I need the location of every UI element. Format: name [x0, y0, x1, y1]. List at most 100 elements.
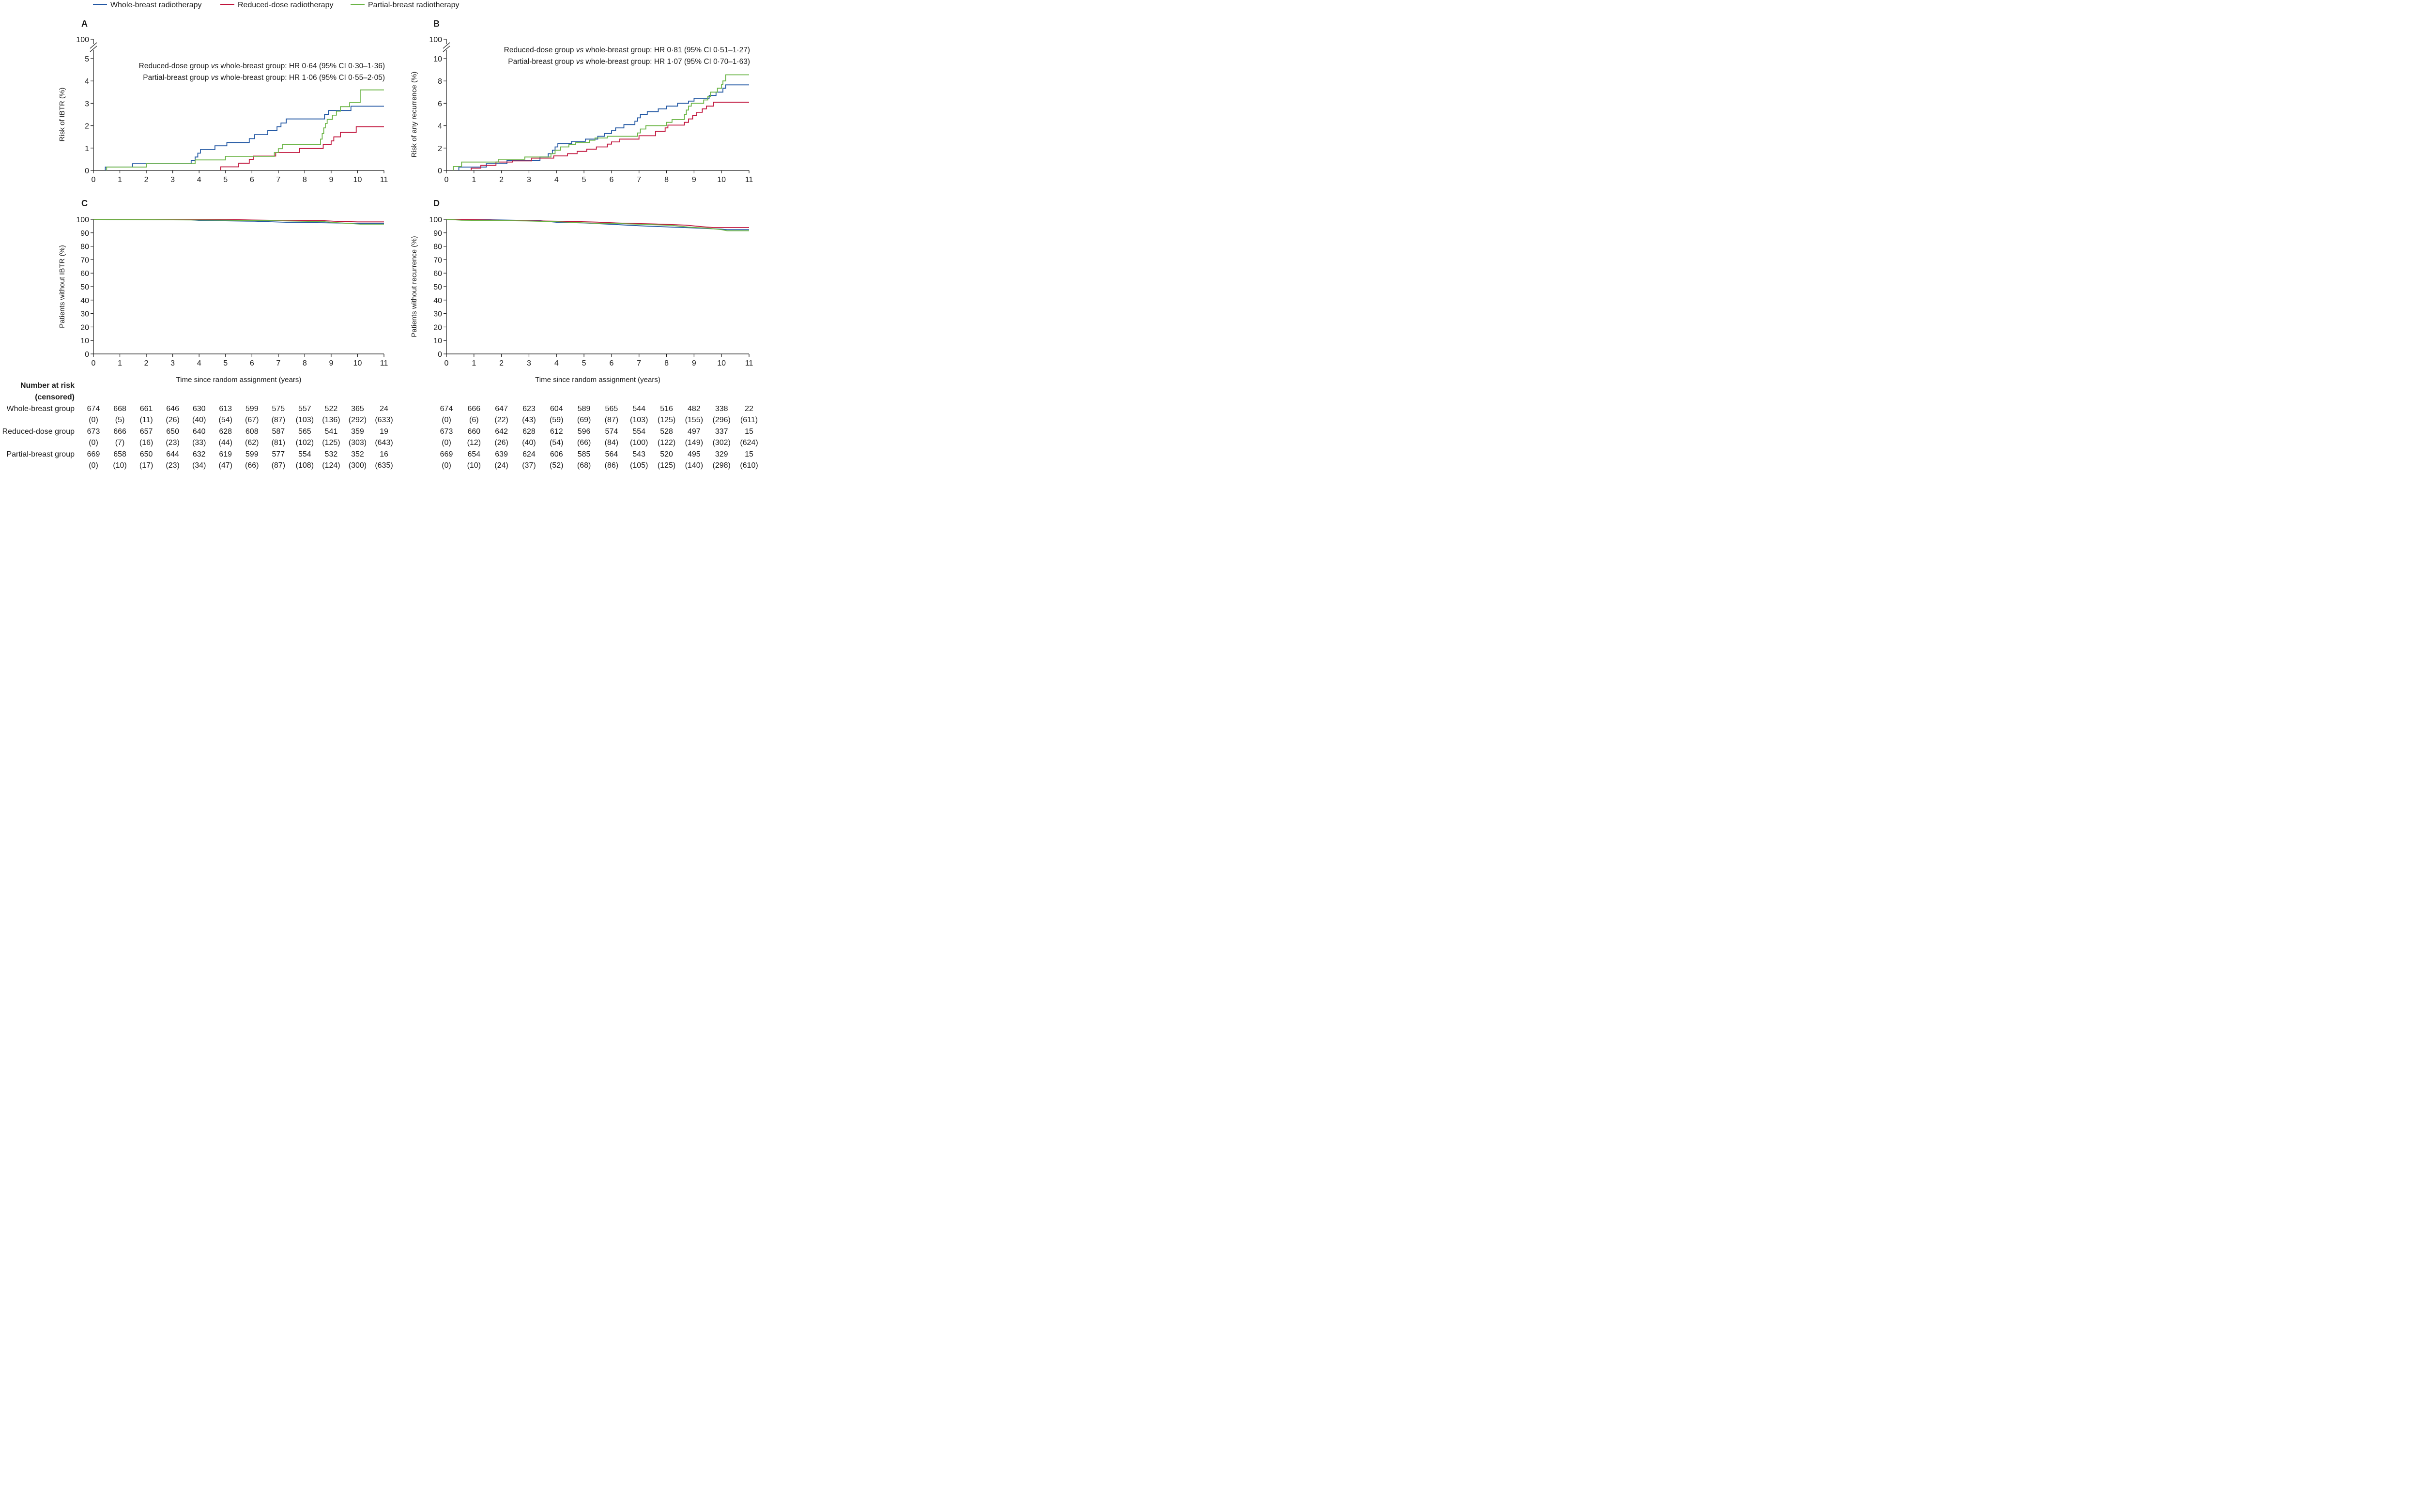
x-tick-label: 10: [353, 176, 362, 184]
censored-count: (103): [296, 416, 314, 424]
risk-count: 628: [219, 428, 232, 436]
y-tick-label: 100: [76, 36, 89, 44]
axis-break-mark: [90, 42, 97, 49]
y-tick-label: 0: [85, 167, 89, 175]
x-tick-label: 8: [303, 176, 307, 184]
hr-vs: vs: [576, 58, 584, 66]
y-axis-label: Risk of IBTR (%): [58, 88, 66, 142]
risk-count: 574: [605, 428, 618, 436]
risk-count: 630: [193, 405, 206, 413]
series-line-partial-breast: [453, 74, 749, 170]
censored-count: (122): [658, 439, 675, 447]
censored-count: (149): [685, 439, 703, 447]
panel-letter: A: [81, 19, 88, 29]
y-tick-label: 50: [433, 283, 442, 291]
risk-count: 640: [193, 428, 206, 436]
hr-text: whole-breast group: HR 0·64 (95% CI 0·30…: [218, 62, 385, 70]
censored-count: (635): [375, 461, 393, 470]
risk-count: 608: [245, 428, 259, 436]
censored-count: (140): [685, 461, 703, 470]
censored-count: (125): [322, 439, 340, 447]
series-line-reduced-dose: [471, 102, 749, 170]
risk-count: 337: [715, 428, 728, 436]
panel-letter: C: [81, 199, 88, 208]
risk-count: 532: [325, 450, 338, 458]
censored-count: (16): [139, 439, 153, 447]
y-tick-label: 70: [433, 256, 442, 264]
censored-count: (22): [494, 416, 508, 424]
x-tick-label: 1: [118, 359, 122, 367]
legend: Whole-breast radiotherapy Reduced-dose r…: [93, 1, 460, 9]
y-tick-label: 80: [433, 243, 442, 251]
risk-count: 554: [632, 428, 645, 436]
x-tick-label: 9: [329, 359, 333, 367]
censored-count: (59): [550, 416, 563, 424]
risk-count: 564: [605, 450, 618, 458]
x-tick-label: 1: [472, 359, 476, 367]
censored-count: (0): [89, 461, 98, 470]
y-tick-label: 0: [85, 351, 89, 359]
censored-count: (62): [245, 439, 259, 447]
hr-vs: vs: [576, 46, 584, 54]
x-tick-label: 10: [353, 359, 362, 367]
hr-text: whole-breast group: HR 1·06 (95% CI 0·55…: [218, 74, 385, 82]
x-tick-label: 5: [582, 176, 586, 184]
y-tick-label: 0: [438, 167, 442, 175]
y-tick-label: 10: [433, 337, 442, 345]
y-tick-label: 3: [85, 100, 89, 108]
censored-count: (11): [139, 416, 153, 424]
hr-text: Partial-breast group: [143, 74, 211, 82]
x-tick-label: 4: [554, 176, 559, 184]
y-axis-label: Risk of any recurrence (%): [410, 72, 418, 158]
censored-count: (303): [349, 439, 367, 447]
censored-count: (66): [577, 439, 591, 447]
y-tick-label: 90: [433, 229, 442, 238]
y-tick-label: 40: [80, 297, 89, 305]
censored-count: (125): [658, 461, 675, 470]
risk-count: 359: [351, 428, 364, 436]
censored-count: (87): [272, 461, 285, 470]
hazard-ratio-annotation: Partial-breast group vs whole-breast gro…: [508, 58, 750, 66]
y-tick-label: 100: [429, 36, 442, 44]
axis-break-mark: [443, 42, 450, 49]
risk-count: 528: [660, 428, 673, 436]
panel-a: A 100 0 1 2 3 4 5 6 7 8 9 10 11 0 1 2 3 4 5 Risk of IBTR (%)…: [58, 19, 388, 184]
risk-count: 577: [272, 450, 285, 458]
y-tick-label: 4: [85, 77, 89, 86]
x-tick-label: 9: [329, 176, 333, 184]
x-tick-label: 6: [609, 176, 613, 184]
risk-count: 644: [166, 450, 179, 458]
x-tick-label: 11: [745, 359, 753, 367]
censored-count: (124): [322, 461, 340, 470]
x-tick-label: 11: [380, 359, 388, 367]
censored-count: (6): [469, 416, 479, 424]
risk-count: 587: [272, 428, 285, 436]
risk-count: 365: [351, 405, 364, 413]
panel-letter: B: [433, 19, 440, 29]
y-tick-label: 0: [438, 351, 442, 359]
risk-count: 646: [166, 405, 179, 413]
censored-count: (40): [522, 439, 536, 447]
risk-count: 575: [272, 405, 285, 413]
censored-count: (23): [166, 439, 179, 447]
risk-count: 628: [522, 428, 536, 436]
y-tick-label: 20: [433, 323, 442, 332]
risk-count: 624: [522, 450, 536, 458]
censored-count: (10): [113, 461, 126, 470]
censored-count: (87): [272, 416, 285, 424]
y-tick-label: 20: [80, 323, 89, 332]
censored-count: (108): [296, 461, 314, 470]
censored-count: (0): [89, 416, 98, 424]
x-tick-label: 10: [717, 359, 726, 367]
risk-count: 669: [87, 450, 100, 458]
panel-letter: D: [433, 199, 440, 208]
number-at-risk-title: Number at risk: [20, 382, 75, 390]
risk-count: 24: [380, 405, 388, 413]
y-tick-label: 1: [85, 145, 89, 153]
censored-count: (100): [630, 439, 648, 447]
censored-count: (17): [139, 461, 153, 470]
x-tick-label: 8: [664, 176, 669, 184]
risk-count: 544: [632, 405, 645, 413]
risk-count: 22: [745, 405, 753, 413]
